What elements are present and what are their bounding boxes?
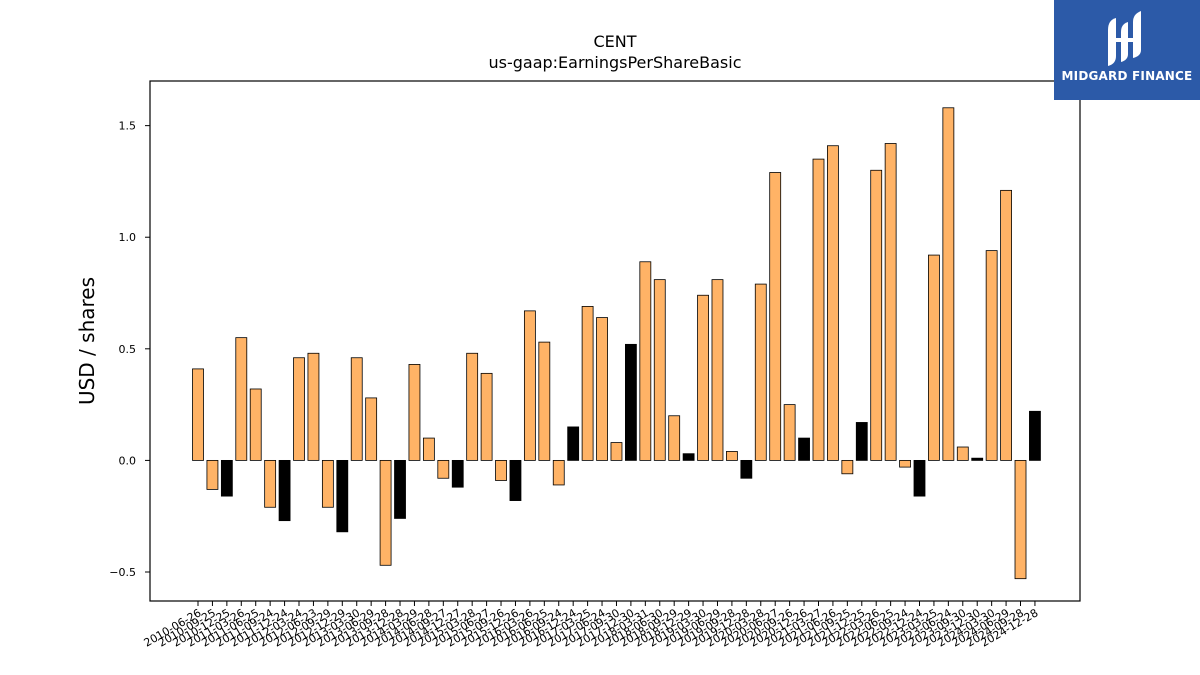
bar-2018-06-30 [653, 279, 666, 461]
y-axis-label: USD / shares [75, 277, 99, 405]
bar-2015-12-26 [509, 459, 522, 501]
bar-2011-09-24 [264, 459, 277, 508]
bar-2010-09-25 [206, 459, 219, 490]
bar-2020-12-26 [798, 437, 810, 461]
y-axis: −0.5 0.0 0.5 1.0 1.5 [109, 120, 150, 579]
bar-2014-09-27 [437, 459, 450, 479]
bar-2011-06-25 [249, 388, 262, 461]
bar-2022-03-26 [870, 169, 883, 461]
bar-2021-06-26 [827, 145, 839, 461]
bar-2021-03-27 [812, 158, 825, 461]
bar-2019-09-28 [726, 451, 738, 461]
bar-2011-03-26 [235, 337, 248, 461]
bar-2012-03-24 [293, 357, 305, 461]
bar-2021-12-25 [855, 422, 868, 461]
bar-2024-06-29 [1000, 189, 1012, 461]
bars-group [192, 107, 1041, 580]
chart-title: CENT [593, 32, 637, 51]
bar-2020-06-27 [769, 172, 782, 461]
bar-2024-09-28 [1014, 459, 1027, 580]
bar-2010-12-25 [220, 459, 233, 497]
bar-2020-03-28 [754, 283, 767, 461]
x-axis: 2010-06-262010-09-252010-12-252011-03-26… [142, 601, 1040, 650]
bar-2017-06-24 [596, 317, 608, 461]
bar-2012-12-29 [336, 459, 349, 533]
bar-2022-09-24 [899, 459, 911, 468]
bar-2016-03-26 [523, 310, 536, 461]
bar-2017-03-25 [581, 306, 594, 461]
bar-2014-12-27 [451, 459, 464, 488]
bar-2019-03-30 [697, 294, 709, 461]
bar-2016-09-24 [552, 459, 565, 486]
bar-2023-09-30 [956, 446, 969, 461]
bar-2013-03-30 [350, 357, 363, 461]
y-tick-label: 0.0 [119, 454, 137, 467]
bar-2019-06-29 [711, 279, 724, 461]
plot-frame [149, 80, 1081, 602]
brand-logo: MIDGARD FINANCE [1054, 0, 1200, 100]
bar-2017-09-30 [610, 442, 623, 461]
chart-subtitle: us-gaap:EarningsPerShareBasic [488, 53, 742, 72]
bar-2018-03-31 [639, 261, 652, 461]
bar-2011-12-24 [278, 459, 291, 522]
bar-2024-12-28 [1029, 410, 1041, 461]
bar-2010-06-26 [192, 368, 204, 461]
bar-2021-09-25 [841, 459, 854, 475]
y-tick-label: 1.5 [119, 120, 137, 133]
bar-2013-12-28 [394, 459, 406, 519]
bar-2013-09-28 [379, 459, 392, 566]
y-tick-label: −0.5 [109, 566, 136, 579]
bar-2013-06-29 [365, 397, 378, 461]
y-tick-label: 1.0 [119, 231, 137, 244]
bar-2018-12-29 [682, 453, 695, 461]
bar-2015-09-26 [495, 459, 507, 481]
bar-2014-06-28 [422, 437, 435, 461]
bar-2022-12-24 [913, 459, 926, 497]
bar-2018-09-29 [668, 415, 681, 461]
bar-2019-12-28 [740, 459, 753, 479]
bar-2023-06-24 [942, 107, 955, 461]
bar-2016-12-24 [567, 426, 580, 461]
bar-2012-09-29 [321, 459, 334, 508]
bar-2017-12-30 [625, 343, 637, 461]
bar-2023-03-25 [928, 254, 940, 461]
bar-2015-03-28 [466, 352, 479, 461]
bar-2012-06-23 [307, 352, 320, 461]
bar-2015-06-27 [480, 372, 493, 461]
bar-2016-06-25 [538, 341, 551, 461]
bar-2022-06-25 [884, 143, 897, 461]
brand-name: MIDGARD FINANCE [1061, 69, 1193, 83]
y-tick-label: 0.5 [119, 343, 137, 356]
bar-2014-03-29 [408, 364, 421, 461]
bar-2024-03-30 [985, 250, 998, 461]
bar-2020-09-26 [783, 404, 796, 461]
bar-2023-12-30 [971, 457, 984, 461]
brand-mark-icon [1108, 11, 1141, 66]
